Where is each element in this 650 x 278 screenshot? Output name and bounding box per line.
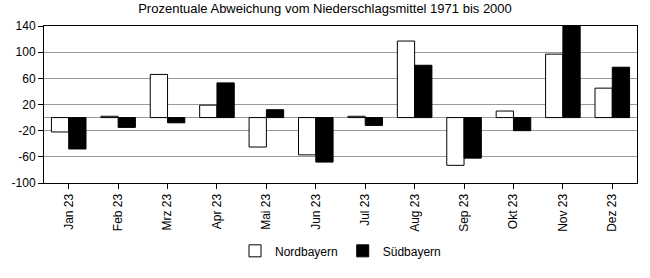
svg-text:Okt 23: Okt 23 <box>506 193 520 229</box>
svg-text:Prozentuale Abweichung vom Nie: Prozentuale Abweichung vom Niederschlags… <box>138 1 512 16</box>
svg-text:Apr 23: Apr 23 <box>210 193 224 229</box>
svg-text:-100: -100 <box>12 176 36 190</box>
svg-text:Jan 23: Jan 23 <box>62 193 76 229</box>
svg-text:Südbayern: Südbayern <box>383 245 441 259</box>
svg-text:Dez 23: Dez 23 <box>605 193 619 231</box>
svg-text:Mrz 23: Mrz 23 <box>160 193 174 230</box>
svg-text:60: 60 <box>22 72 36 86</box>
svg-text:Feb 23: Feb 23 <box>111 193 125 231</box>
svg-text:Jun 23: Jun 23 <box>309 193 323 229</box>
svg-text:Jul 23: Jul 23 <box>358 193 372 225</box>
svg-text:Aug 23: Aug 23 <box>408 193 422 231</box>
svg-text:-60: -60 <box>18 150 36 164</box>
svg-text:-20: -20 <box>18 124 36 138</box>
svg-text:140: 140 <box>16 19 36 33</box>
svg-text:100: 100 <box>16 45 36 59</box>
svg-text:Mai 23: Mai 23 <box>259 193 273 229</box>
svg-text:Nordbayern: Nordbayern <box>275 245 338 259</box>
svg-text:20: 20 <box>22 98 36 112</box>
svg-text:Nov 23: Nov 23 <box>556 193 570 231</box>
svg-text:Sep 23: Sep 23 <box>457 193 471 231</box>
